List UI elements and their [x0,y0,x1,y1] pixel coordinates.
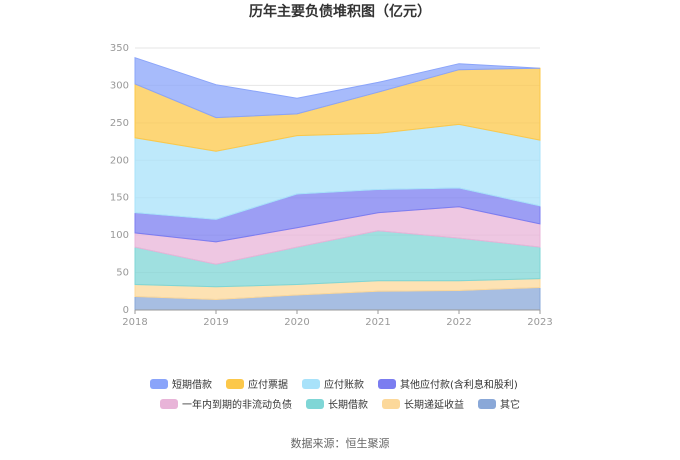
legend-label: 其他应付款(含利息和股利) [400,378,518,391]
legend-label: 短期借款 [172,378,212,391]
legend-swatch [378,379,396,389]
legend-label: 长期递延收益 [404,398,464,411]
legend-swatch [478,399,496,409]
legend-swatch [306,399,324,409]
legend-label: 应付账款 [324,378,364,391]
x-tick-label: 2023 [527,317,552,328]
x-tick-label: 2022 [446,317,471,328]
chart-title: 历年主要负债堆积图（亿元） [249,3,431,20]
legend: 短期借款 应付票据 应付账款 其他应付款(含利息和股利) 一年内到期的非流动负债 长期借款… [150,378,520,411]
legend-swatch [226,379,244,389]
axes: 0 50 100 150 200 250 300 350 2018 2019 2020 2021 202… [110,43,553,328]
area-series [134,57,541,311]
area-series-7 [134,57,541,119]
x-tick-label: 2018 [122,317,147,328]
y-tick-label: 100 [110,230,129,241]
legend-item[interactable]: 应付票据 [226,378,288,391]
legend-label: 其它 [500,398,520,411]
legend-swatch [302,379,320,389]
x-tick-label: 2019 [203,317,228,328]
legend-item[interactable]: 其它 [478,398,520,411]
x-tick-label: 2020 [284,317,309,328]
data-source: 数据来源：恒生聚源 [291,436,390,450]
legend-item[interactable]: 一年内到期的非流动负债 [160,398,292,411]
legend-item[interactable]: 长期借款 [306,398,368,411]
y-tick-label: 150 [110,193,129,204]
y-tick-label: 350 [110,43,129,54]
legend-swatch [160,399,178,409]
legend-item[interactable]: 长期递延收益 [382,398,464,411]
y-tick-label: 0 [123,305,129,316]
x-tick-label: 2021 [365,317,390,328]
legend-label: 应付票据 [248,378,288,391]
legend-swatch [382,399,400,409]
legend-swatch [150,379,168,389]
y-tick-label: 300 [110,80,129,91]
legend-label: 一年内到期的非流动负债 [182,398,292,411]
y-tick-label: 250 [110,118,129,129]
y-tick-label: 50 [116,268,129,279]
legend-item[interactable]: 其他应付款(含利息和股利) [378,378,518,391]
legend-item[interactable]: 短期借款 [150,378,212,391]
y-tick-label: 200 [110,155,129,166]
legend-item[interactable]: 应付账款 [302,378,364,391]
legend-label: 长期借款 [328,398,368,411]
